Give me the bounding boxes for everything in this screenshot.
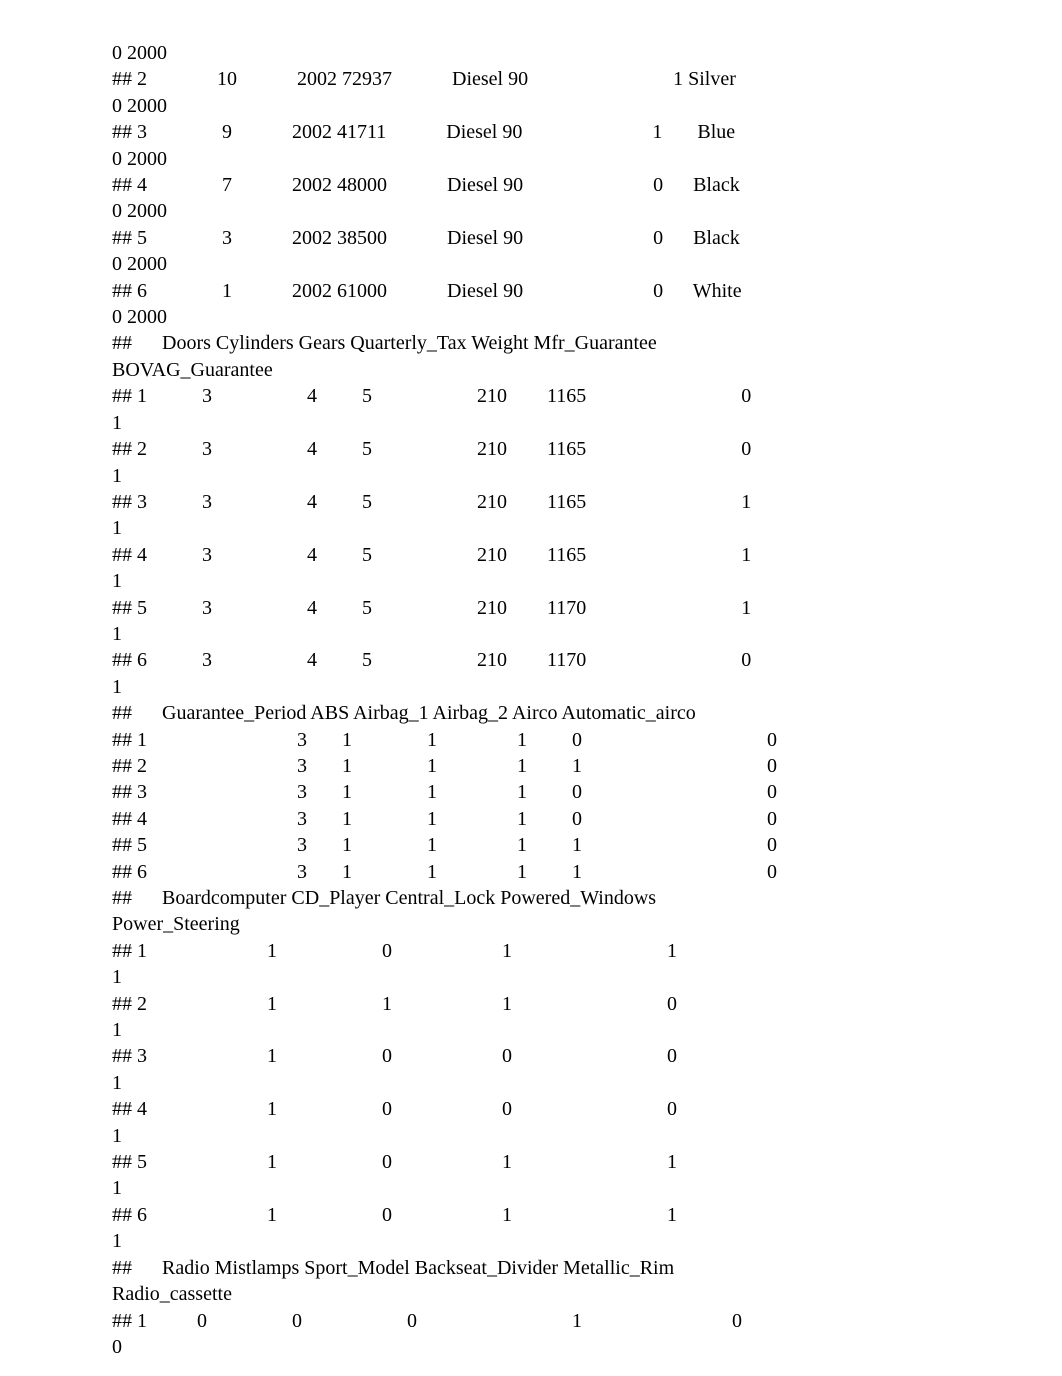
output-line: 1 bbox=[112, 1230, 122, 1252]
output-line: ## Radio Mistlamps Sport_Model Backseat_… bbox=[112, 1257, 674, 1279]
output-line: 0 2000 bbox=[112, 148, 167, 170]
output-line: 1 bbox=[112, 570, 122, 592]
output-line: ## 5 3 2002 38500 Diesel 90 0 Black bbox=[112, 227, 805, 249]
output-line: ## Guarantee_Period ABS Airbag_1 Airbag_… bbox=[112, 702, 696, 724]
output-line: 0 bbox=[112, 1336, 122, 1358]
output-line: ## 4 7 2002 48000 Diesel 90 0 Black bbox=[112, 174, 805, 196]
output-line: ## 3 3 4 5 210 1165 1 bbox=[112, 491, 806, 513]
output-line: ## 5 3 4 5 210 1170 1 bbox=[112, 597, 806, 619]
output-line: 0 2000 bbox=[112, 95, 167, 117]
output-line: Radio_cassette bbox=[112, 1283, 232, 1305]
r-console-output: 0 2000 ## 2 10 2002 72937 Diesel 90 1 Si… bbox=[0, 0, 1062, 1376]
output-line: 1 bbox=[112, 1177, 122, 1199]
output-line: ## 3 3 1 1 1 0 0 bbox=[112, 781, 777, 803]
output-line: 0 2000 bbox=[112, 200, 167, 222]
output-line: 1 bbox=[112, 623, 122, 645]
output-line: 1 bbox=[112, 465, 122, 487]
output-line: 1 bbox=[112, 1072, 122, 1094]
output-line: ## 4 1 0 0 0 bbox=[112, 1098, 732, 1120]
output-line: ## 2 3 1 1 1 1 0 bbox=[112, 755, 777, 777]
output-line: ## 3 9 2002 41711 Diesel 90 1 Blue bbox=[112, 121, 800, 143]
output-line: 0 2000 bbox=[112, 306, 167, 328]
output-line: 0 2000 bbox=[112, 253, 167, 275]
output-line: 1 bbox=[112, 412, 122, 434]
output-line: ## 1 1 0 1 1 bbox=[112, 940, 732, 962]
output-line: 1 bbox=[112, 1019, 122, 1041]
output-line: ## 3 1 0 0 0 bbox=[112, 1045, 732, 1067]
output-line: ## 1 3 1 1 1 0 0 bbox=[112, 729, 777, 751]
output-line: ## 4 3 4 5 210 1165 1 bbox=[112, 544, 806, 566]
output-line: ## 4 3 1 1 1 0 0 bbox=[112, 808, 777, 830]
output-line: ## 6 1 0 1 1 bbox=[112, 1204, 732, 1226]
output-line: ## 6 1 2002 61000 Diesel 90 0 White bbox=[112, 280, 807, 302]
output-line: ## 5 3 1 1 1 1 0 bbox=[112, 834, 777, 856]
output-line: 1 bbox=[112, 676, 122, 698]
output-line: BOVAG_Guarantee bbox=[112, 359, 273, 381]
output-line: ## 2 10 2002 72937 Diesel 90 1 Silver bbox=[112, 68, 801, 90]
output-line: ## 2 1 1 1 0 bbox=[112, 993, 732, 1015]
output-line: 1 bbox=[112, 1125, 122, 1147]
output-line: Power_Steering bbox=[112, 913, 240, 935]
output-line: 1 bbox=[112, 966, 122, 988]
output-line: ## 2 3 4 5 210 1165 0 bbox=[112, 438, 806, 460]
output-line: ## 6 3 1 1 1 1 0 bbox=[112, 861, 777, 883]
output-line: 1 bbox=[112, 517, 122, 539]
output-line: ## 6 3 4 5 210 1170 0 bbox=[112, 649, 806, 671]
output-line: ## 1 0 0 0 1 0 bbox=[112, 1310, 752, 1332]
output-line: ## 5 1 0 1 1 bbox=[112, 1151, 732, 1173]
output-line: ## Doors Cylinders Gears Quarterly_Tax W… bbox=[112, 332, 657, 354]
output-line: ## Boardcomputer CD_Player Central_Lock … bbox=[112, 887, 656, 909]
output-line: ## 1 3 4 5 210 1165 0 bbox=[112, 385, 806, 407]
output-line: 0 2000 bbox=[112, 42, 167, 64]
